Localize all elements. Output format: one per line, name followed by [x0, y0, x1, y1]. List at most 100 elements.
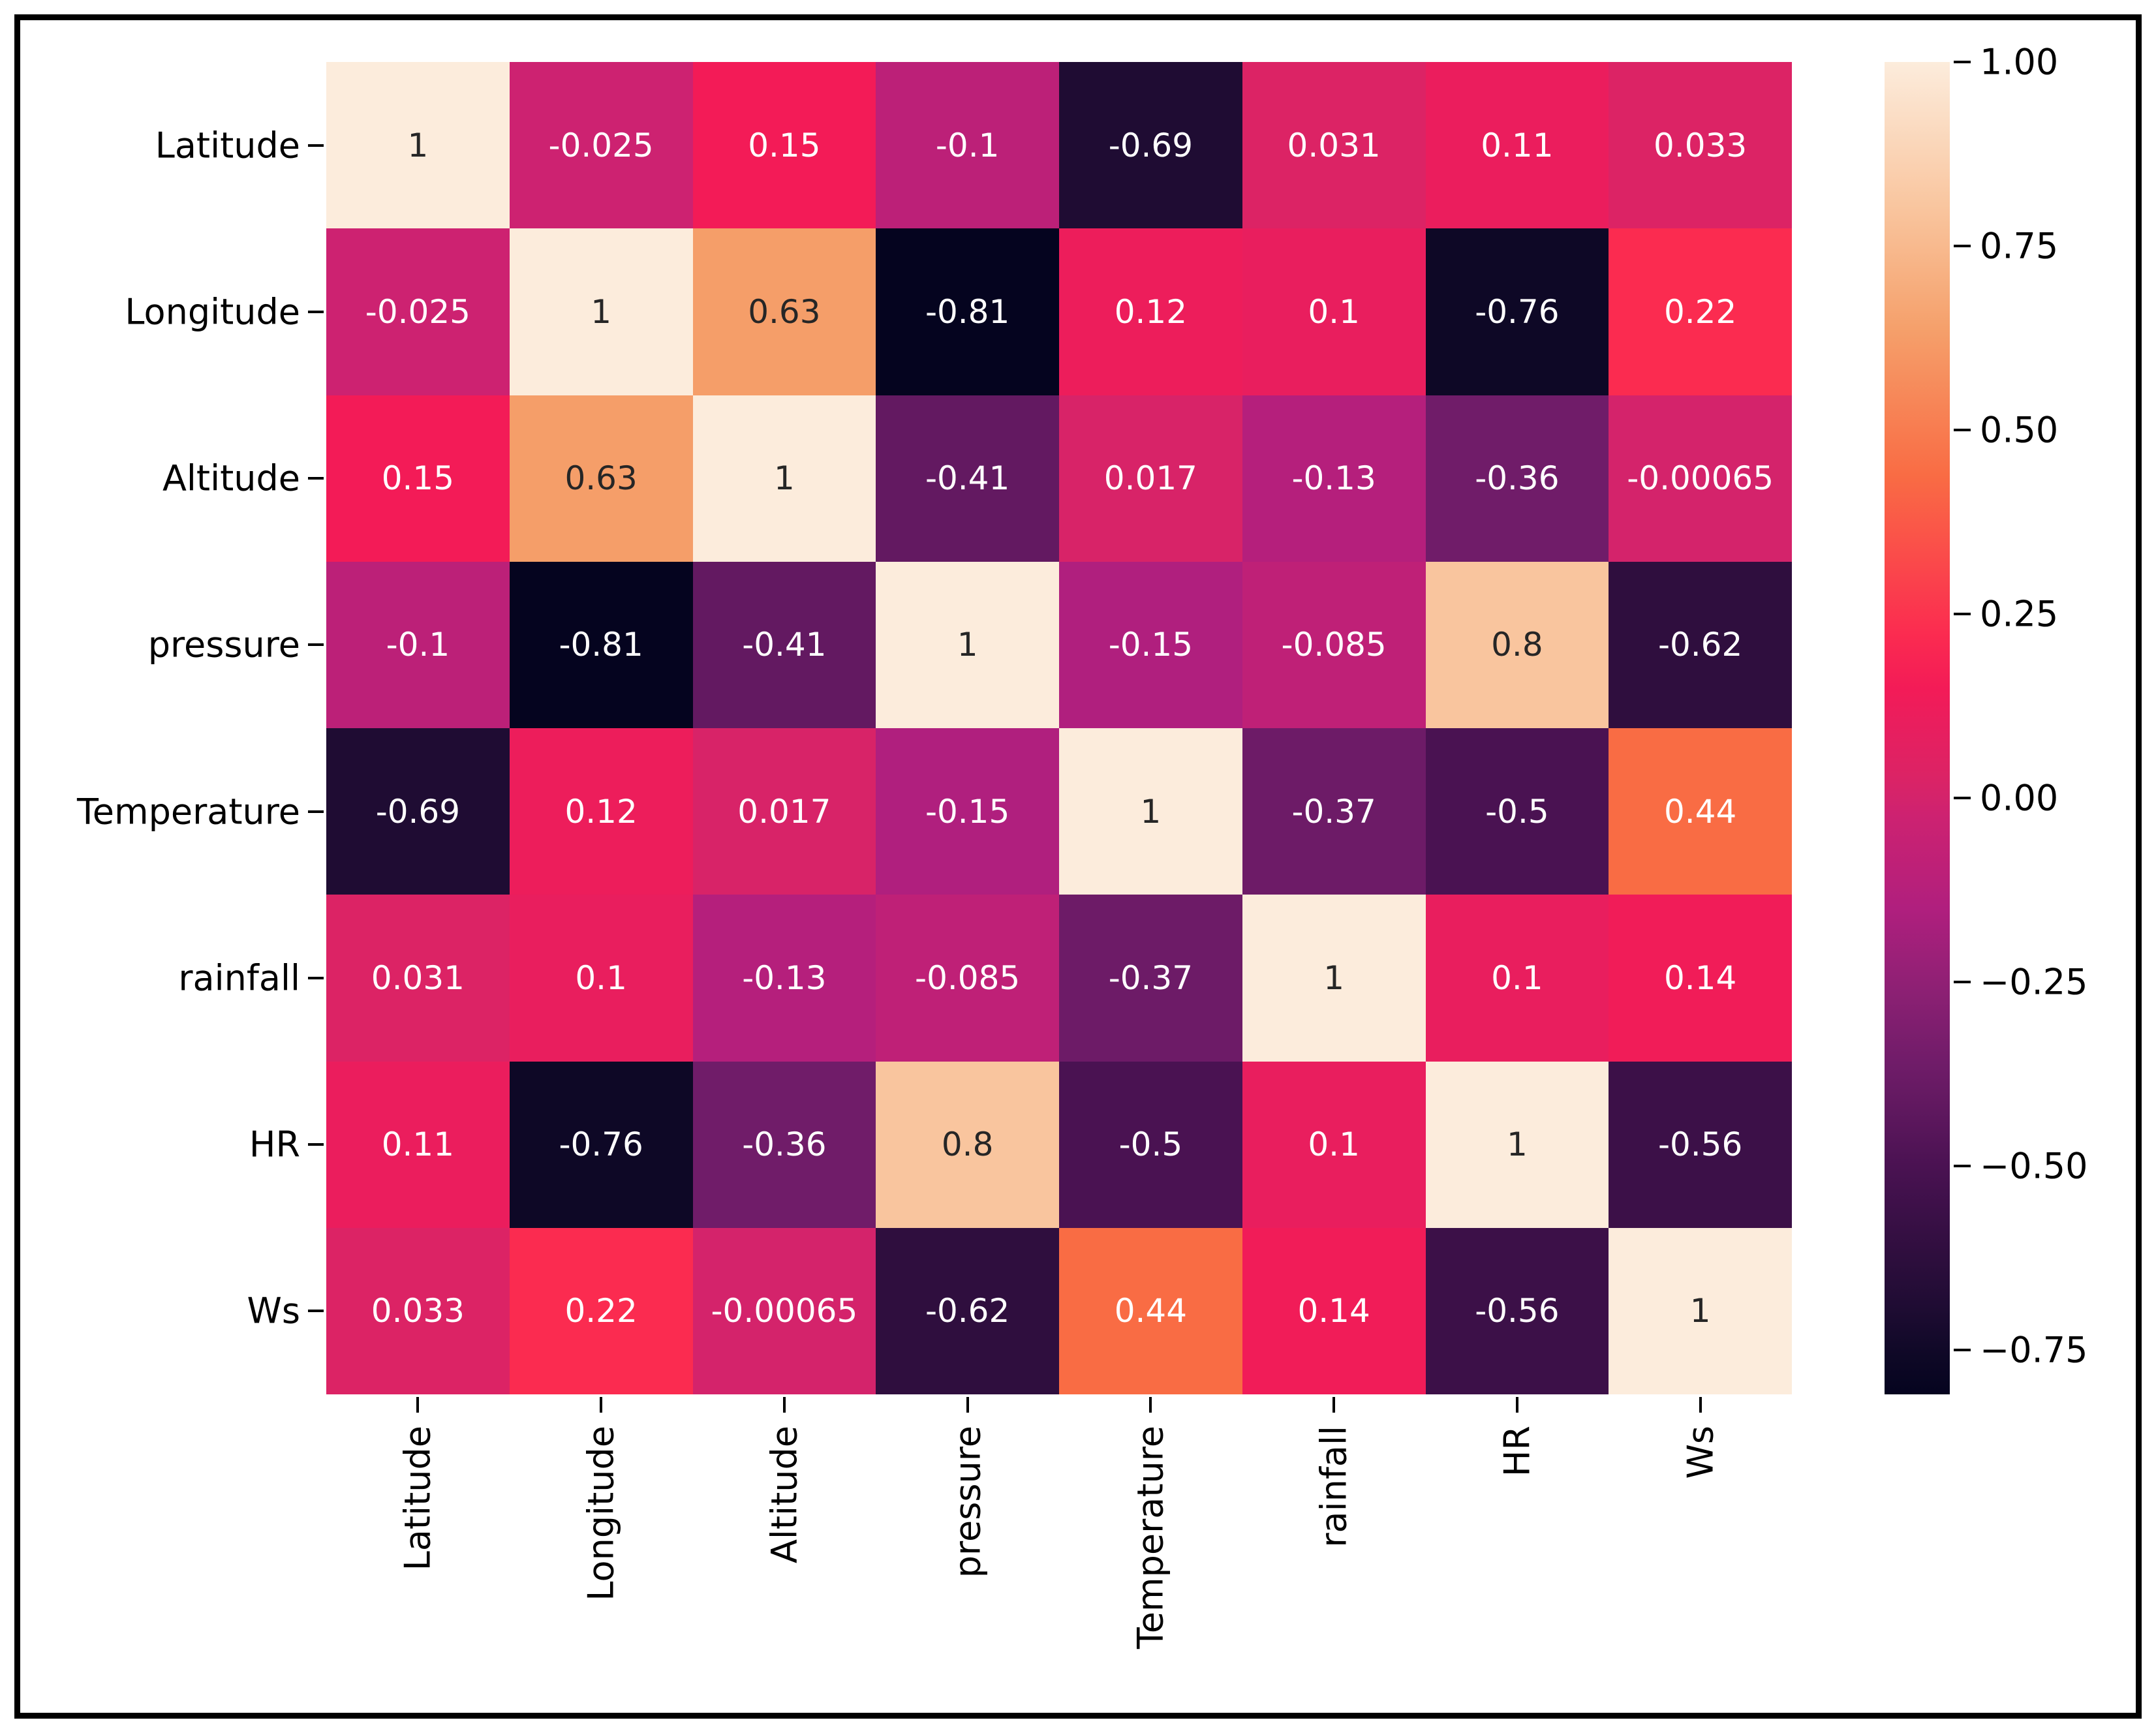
colorbar-tick	[1954, 613, 1971, 616]
heatmap-cell-rainfall-pressure: -0.085	[876, 895, 1059, 1062]
heatmap-cell-Ws-Longitude: 0.22	[509, 1227, 693, 1394]
heatmap-cell-Altitude-pressure: -0.41	[876, 395, 1059, 562]
cell-annotation: -0.00065	[1627, 459, 1774, 498]
cell-annotation: 0.031	[1287, 126, 1381, 164]
heatmap-cell-Latitude-Temperature: -0.69	[1059, 62, 1242, 229]
x-axis-label-Longitude: Longitude	[580, 1426, 622, 1601]
heatmap-cell-Longitude-Latitude: -0.025	[326, 228, 510, 395]
heatmap-cell-HR-Latitude: 0.11	[326, 1061, 510, 1228]
heatmap-grid: 1 -0.025 0.15 -0.1 -0.69 0.031 0.11 0.033 -0.025…	[326, 62, 1792, 1394]
cell-annotation: -0.1	[386, 626, 450, 664]
cell-annotation: -0.36	[742, 1126, 827, 1164]
cell-annotation: 1	[1689, 1292, 1711, 1330]
cell-annotation: 0.15	[381, 459, 455, 498]
cell-annotation: 1	[773, 459, 795, 498]
heatmap-cell-pressure-pressure: 1	[876, 561, 1059, 728]
heatmap-cell-Latitude-Ws: 0.033	[1609, 62, 1792, 229]
colorbar-tick	[1954, 429, 1971, 432]
cell-annotation: -0.41	[742, 626, 827, 664]
y-tick	[308, 643, 324, 647]
y-axis-label-Temperature: Temperature	[76, 791, 300, 833]
cell-annotation: 0.031	[371, 959, 465, 997]
x-axis-label-pressure: pressure	[947, 1426, 989, 1578]
cell-annotation: 0.12	[1114, 292, 1188, 331]
y-tick	[308, 1310, 324, 1313]
heatmap-cell-rainfall-Temperature: -0.37	[1059, 895, 1242, 1062]
heatmap-cell-HR-Longitude: -0.76	[509, 1061, 693, 1228]
y-tick	[308, 477, 324, 480]
heatmap-cell-Temperature-Latitude: -0.69	[326, 728, 510, 895]
cell-annotation: -0.13	[1291, 459, 1376, 498]
cell-annotation: 0.11	[381, 1126, 455, 1164]
heatmap-cell-pressure-HR: 0.8	[1425, 561, 1609, 728]
heatmap-cell-pressure-Altitude: -0.41	[692, 561, 876, 728]
heatmap-cell-Longitude-pressure: -0.81	[876, 228, 1059, 395]
cell-annotation: 1	[1323, 959, 1345, 997]
heatmap-cell-Latitude-rainfall: 0.031	[1242, 62, 1426, 229]
heatmap-cell-Latitude-pressure: -0.1	[876, 62, 1059, 229]
heatmap-cell-HR-pressure: 0.8	[876, 1061, 1059, 1228]
heatmap-cell-Altitude-Latitude: 0.15	[326, 395, 510, 562]
cell-annotation: -0.76	[1475, 292, 1560, 331]
cell-annotation: -0.5	[1118, 1126, 1183, 1164]
heatmap-cell-Longitude-HR: -0.76	[1425, 228, 1609, 395]
y-tick	[308, 310, 324, 313]
heatmap-cell-Temperature-pressure: -0.15	[876, 728, 1059, 895]
heatmap-cell-Ws-Latitude: 0.033	[326, 1227, 510, 1394]
x-axis-label-rainfall: rainfall	[1313, 1426, 1355, 1548]
heatmap-cell-Altitude-Longitude: 0.63	[509, 395, 693, 562]
heatmap-cell-rainfall-rainfall: 1	[1242, 895, 1426, 1062]
cell-annotation: -0.76	[559, 1126, 643, 1164]
colorbar-tick-label: −0.50	[1980, 1145, 2088, 1187]
heatmap-cell-rainfall-Longitude: 0.1	[509, 895, 693, 1062]
heatmap-cell-Altitude-Temperature: 0.017	[1059, 395, 1242, 562]
y-tick	[308, 810, 324, 813]
cell-annotation: 0.8	[941, 1126, 994, 1164]
colorbar-tick-label: 1.00	[1980, 41, 2059, 83]
cell-annotation: -0.69	[1108, 126, 1194, 164]
colorbar-tick	[1954, 797, 1971, 800]
heatmap-cell-Temperature-Ws: 0.44	[1609, 728, 1792, 895]
y-tick	[308, 976, 324, 979]
cell-annotation: -0.81	[925, 292, 1010, 331]
colorbar-tick	[1954, 981, 1971, 984]
cell-annotation: 0.1	[1491, 959, 1543, 997]
cell-annotation: 0.017	[1103, 459, 1197, 498]
cell-annotation: -0.56	[1657, 1126, 1743, 1164]
x-axis-label-Latitude: Latitude	[397, 1426, 439, 1571]
x-tick	[1699, 1397, 1702, 1413]
heatmap-cell-Longitude-Temperature: 0.12	[1059, 228, 1242, 395]
cell-annotation: -0.085	[915, 959, 1021, 997]
cell-annotation: -0.15	[1108, 626, 1194, 664]
heatmap-cell-Ws-rainfall: 0.14	[1242, 1227, 1426, 1394]
heatmap-cell-Temperature-Longitude: 0.12	[509, 728, 693, 895]
y-axis-label-Ws: Ws	[247, 1290, 300, 1332]
heatmap-cell-Latitude-Altitude: 0.15	[692, 62, 876, 229]
colorbar-tick-label: 0.00	[1980, 777, 2059, 819]
colorbar-tick	[1954, 61, 1971, 63]
cell-annotation: 0.15	[748, 126, 821, 164]
heatmap-cell-HR-Altitude: -0.36	[692, 1061, 876, 1228]
colorbar-tick	[1954, 1165, 1971, 1168]
cell-annotation: 0.017	[737, 792, 831, 831]
x-tick	[1332, 1397, 1336, 1413]
heatmap-cell-rainfall-HR: 0.1	[1425, 895, 1609, 1062]
y-tick	[308, 144, 324, 147]
colorbar	[1885, 62, 1950, 1394]
heatmap-cell-Ws-Temperature: 0.44	[1059, 1227, 1242, 1394]
y-axis-label-Latitude: Latitude	[155, 125, 300, 166]
colorbar-tick-label: 0.50	[1980, 409, 2059, 451]
cell-annotation: -0.69	[375, 792, 461, 831]
colorbar-tick-label: −0.25	[1980, 961, 2088, 1003]
x-axis-label-Temperature: Temperature	[1130, 1426, 1171, 1649]
cell-annotation: 0.44	[1114, 1292, 1188, 1330]
heatmap-cell-Ws-HR: -0.56	[1425, 1227, 1609, 1394]
heatmap-cell-HR-Ws: -0.56	[1609, 1061, 1792, 1228]
cell-annotation: 0.22	[564, 1292, 638, 1330]
y-axis-label-Longitude: Longitude	[125, 291, 300, 333]
cell-annotation: 1	[407, 126, 429, 164]
cell-annotation: 1	[957, 626, 978, 664]
cell-annotation: -0.81	[559, 626, 643, 664]
colorbar-tick-label: 0.25	[1980, 593, 2059, 635]
heatmap-cell-pressure-rainfall: -0.085	[1242, 561, 1426, 728]
